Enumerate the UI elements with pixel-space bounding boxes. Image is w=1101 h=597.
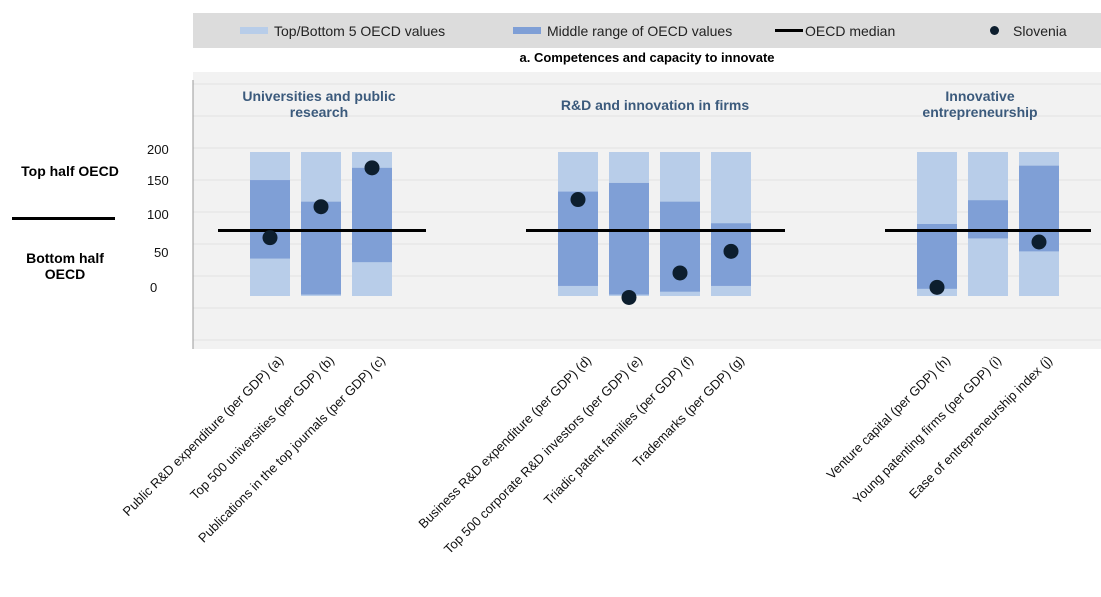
- side-divider-line: [12, 217, 115, 220]
- group-title-firms: R&D and innovation in firms: [560, 97, 750, 113]
- legend-label-median: OECD median: [805, 22, 896, 39]
- country-dot: [1031, 234, 1047, 250]
- country-dot: [364, 160, 380, 176]
- y-tick-label: 100: [147, 207, 169, 222]
- middle-range-bar: [352, 167, 392, 263]
- legend-swatch-dot: [990, 26, 999, 35]
- group-title-universities: Universities and public research: [242, 88, 396, 120]
- country-dot: [313, 199, 329, 215]
- middle-range-bar: [558, 191, 598, 286]
- legend-item-country: Slovenia: [990, 13, 1067, 48]
- legend-label-middle: Middle range of OECD values: [547, 22, 733, 39]
- y-tick-label: 50: [154, 245, 169, 260]
- chart-subtitle: a. Competences and capacity to innovate: [519, 50, 775, 65]
- side-label-top: Top half OECD: [21, 163, 119, 179]
- legend-swatch-light: [240, 27, 268, 34]
- country-dot: [262, 230, 278, 246]
- legend-item-median: OECD median: [775, 13, 895, 48]
- legend-swatch-middle: [513, 27, 541, 34]
- group-title-entrepreneurship: Innovative entrepreneurship: [922, 88, 1038, 120]
- y-tick-label: 200: [147, 142, 169, 157]
- side-label-bottom: Bottom half OECD: [26, 250, 104, 282]
- country-dot: [621, 289, 637, 305]
- middle-range-bar: [301, 201, 341, 295]
- legend-item-middle: Middle range of OECD values: [513, 13, 732, 48]
- country-dot: [672, 265, 688, 281]
- y-tick-label: 0: [150, 280, 158, 295]
- country-dot: [929, 279, 945, 295]
- middle-range-bar: [968, 200, 1008, 239]
- legend-swatch-median: [775, 29, 803, 32]
- legend-item-top-bottom: Top/Bottom 5 OECD values: [240, 13, 445, 48]
- legend-label-top-bottom: Top/Bottom 5 OECD values: [274, 22, 446, 39]
- legend: Top/Bottom 5 OECD values Middle range of…: [193, 13, 1101, 48]
- x-tick-label: Publications in the top journals (per GD…: [195, 353, 388, 546]
- country-dot: [570, 192, 586, 208]
- country-dot: [723, 243, 739, 259]
- legend-label-country: Slovenia: [1013, 22, 1067, 39]
- middle-range-bar: [609, 182, 649, 295]
- middle-range-bar: [250, 180, 290, 259]
- x-tick-label: Top 500 corporate R&D investors (per GDP…: [441, 353, 645, 557]
- x-tick-label: Business R&D expenditure (per GDP) (d): [415, 353, 594, 532]
- middle-range-bar: [917, 224, 957, 289]
- y-tick-label: 150: [147, 173, 169, 188]
